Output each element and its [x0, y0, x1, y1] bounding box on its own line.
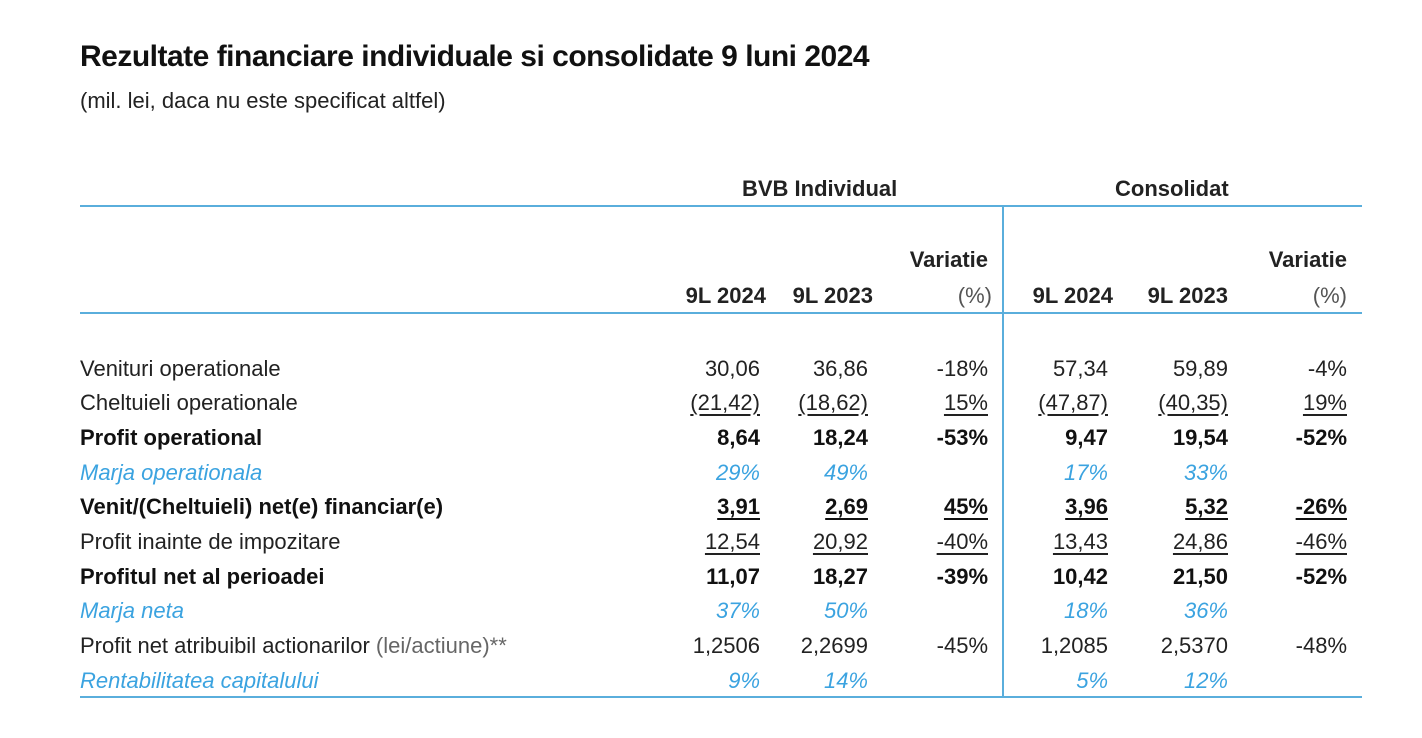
- group-header-consolidated: Consolidat: [1115, 176, 1229, 201]
- cell-value: 1,2085: [1040, 633, 1108, 658]
- cell-value: 17%: [1063, 460, 1108, 485]
- row-label: Profit operational: [80, 425, 263, 450]
- row-label-unit: (lei/actiune)**: [375, 633, 507, 658]
- cell-value: 21,50: [1172, 564, 1228, 589]
- cell-value: 30,06: [704, 356, 760, 381]
- row-label: Cheltuieli operationale: [80, 390, 298, 415]
- table-row: Cheltuieli operationale (21,42) (18,62) …: [0, 390, 1422, 424]
- row-label: Profitul net al perioadei: [80, 564, 325, 589]
- cell-value: 36,86: [812, 356, 868, 381]
- cell-value: 33%: [1183, 460, 1228, 485]
- cell-value: (21,42): [690, 390, 760, 415]
- table-row: Marja neta 37% 50% 18% 36%: [0, 598, 1422, 632]
- cell-value: 9,47: [1065, 425, 1108, 450]
- cell-value: 24,86: [1172, 529, 1228, 554]
- cell-value: 5%: [1076, 668, 1108, 693]
- table-row: Marja operationala 29% 49% 17% 33%: [0, 460, 1422, 494]
- table-row: Profit operational 8,64 18,24 -53% 9,47 …: [0, 425, 1422, 459]
- cell-value: 29%: [715, 460, 760, 485]
- cell-value: 45%: [943, 494, 988, 519]
- cell-value: 20,92: [812, 529, 868, 554]
- cell-value: (18,62): [798, 390, 868, 415]
- group-header-individual: BVB Individual: [742, 176, 898, 201]
- cell-value: 2,69: [825, 494, 868, 519]
- table-bottom-rule: [80, 696, 1362, 698]
- cell-value: 2,5370: [1160, 633, 1228, 658]
- row-label: Rentabilitatea capitalului: [80, 668, 319, 693]
- row-label: Venituri operationale: [80, 356, 281, 381]
- header-9l-2023-individual: 9L 2023: [792, 283, 873, 308]
- cell-value: 18%: [1063, 598, 1108, 623]
- cell-value: 11,07: [706, 564, 760, 589]
- cell-value: 59,89: [1172, 356, 1228, 381]
- cell-value: 18,27: [812, 564, 868, 589]
- cell-value: 12%: [1183, 668, 1228, 693]
- cell-value: (47,87): [1038, 390, 1108, 415]
- row-label: Profit inainte de impozitare: [80, 529, 341, 554]
- cell-value: 13,43: [1052, 529, 1108, 554]
- cell-value: -52%: [1295, 425, 1347, 450]
- cell-value: 57,34: [1052, 356, 1108, 381]
- header-9l-2024-individual: 9L 2024: [685, 283, 766, 308]
- cell-value: 36%: [1183, 598, 1228, 623]
- table-row: Venit/(Cheltuieli) net(e) financiar(e) 3…: [0, 494, 1422, 528]
- header-variatie-consolidated: Variatie: [1268, 247, 1347, 272]
- header-bottom-rule: [80, 312, 1362, 314]
- header-pct-individual: (%): [957, 283, 992, 308]
- cell-value: 19,54: [1172, 425, 1228, 450]
- cell-value: 10,42: [1052, 564, 1108, 589]
- cell-value: -4%: [1307, 356, 1347, 381]
- table-row: Rentabilitatea capitalului 9% 14% 5% 12%: [0, 668, 1422, 702]
- table-row: Venituri operationale 30,06 36,86 -18% 5…: [0, 356, 1422, 390]
- cell-value: 1,2506: [692, 633, 760, 658]
- cell-value: 5,32: [1185, 494, 1228, 519]
- cell-value: -53%: [936, 425, 988, 450]
- cell-value: 50%: [823, 598, 868, 623]
- cell-value: 3,96: [1065, 494, 1108, 519]
- cell-value: -18%: [936, 356, 988, 381]
- header-variatie-individual: Variatie: [909, 247, 988, 272]
- cell-value: 14%: [823, 668, 868, 693]
- cell-value: 3,91: [717, 494, 760, 519]
- cell-value: -26%: [1295, 494, 1347, 519]
- cell-value: (40,35): [1158, 390, 1228, 415]
- column-group-divider: [1002, 206, 1004, 696]
- header-pct-consolidated: (%): [1312, 283, 1347, 308]
- cell-value: 2,2699: [800, 633, 868, 658]
- header-9l-2023-consolidated: 9L 2023: [1147, 283, 1228, 308]
- cell-value: -52%: [1295, 564, 1347, 589]
- cell-value: 12,54: [704, 529, 760, 554]
- table-row: Profit net atribuibil actionarilor (lei/…: [0, 633, 1422, 667]
- cell-value: 9%: [728, 668, 760, 693]
- cell-value: 18,24: [812, 425, 868, 450]
- page-title: Rezultate financiare individuale si cons…: [80, 40, 870, 73]
- cell-value: 37%: [715, 598, 760, 623]
- row-label: Marja neta: [80, 598, 184, 623]
- cell-value: 49%: [823, 460, 868, 485]
- row-label: Profit net atribuibil actionarilor (lei/…: [80, 633, 507, 659]
- header-9l-2024-consolidated: 9L 2024: [1032, 283, 1113, 308]
- table-row: Profit inainte de impozitare 12,54 20,92…: [0, 529, 1422, 563]
- cell-value: -46%: [1295, 529, 1347, 554]
- cell-value: -48%: [1295, 633, 1347, 658]
- row-label-text: Profit net atribuibil actionarilor: [80, 633, 376, 658]
- header-top-rule: [80, 205, 1362, 207]
- cell-value: 8,64: [717, 425, 760, 450]
- cell-value: -45%: [936, 633, 988, 658]
- table-row: Profitul net al perioadei 11,07 18,27 -3…: [0, 564, 1422, 598]
- cell-value: 19%: [1302, 390, 1347, 415]
- page-subtitle: (mil. lei, daca nu este specificat altfe…: [80, 88, 446, 113]
- row-label: Venit/(Cheltuieli) net(e) financiar(e): [80, 494, 444, 519]
- cell-value: 15%: [943, 390, 988, 415]
- row-label: Marja operationala: [80, 460, 263, 485]
- cell-value: -40%: [936, 529, 988, 554]
- cell-value: -39%: [936, 564, 988, 589]
